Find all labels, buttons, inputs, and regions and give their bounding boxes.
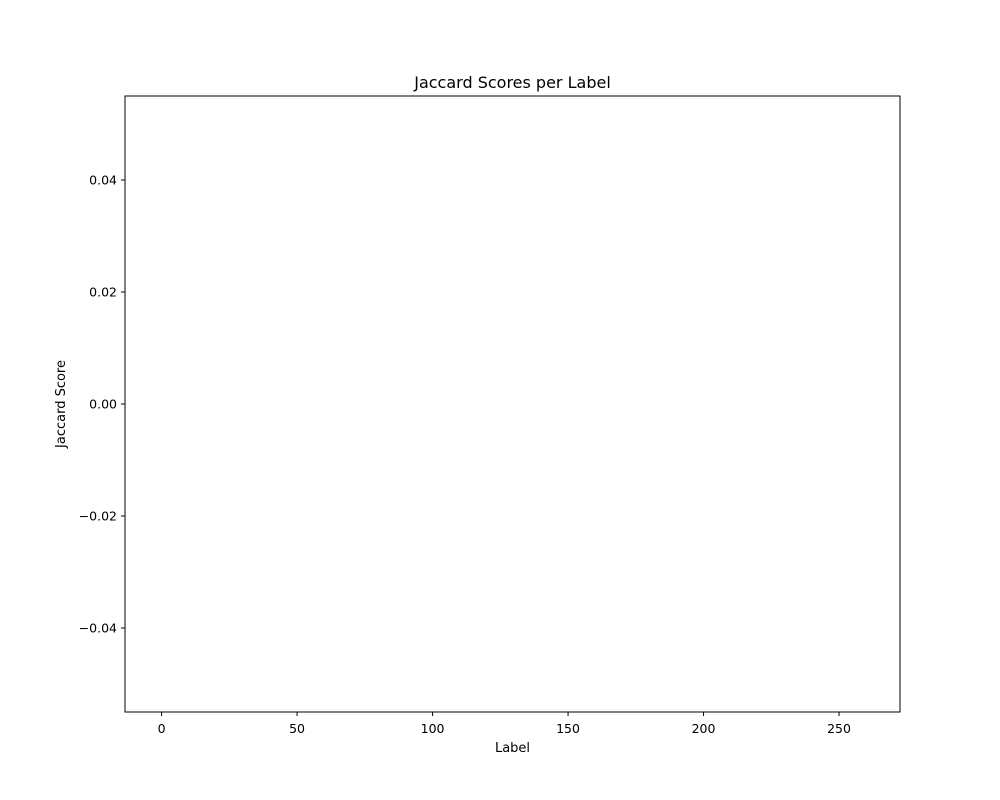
x-tick-label: 200 xyxy=(692,721,716,736)
y-axis-label: Jaccard Score xyxy=(54,360,69,449)
y-tick-label: 0.02 xyxy=(89,285,117,300)
x-tick-label: 50 xyxy=(289,721,305,736)
y-tick-label: −0.04 xyxy=(79,621,117,636)
y-tick-label: −0.02 xyxy=(79,509,117,524)
chart-title: Jaccard Scores per Label xyxy=(413,73,611,92)
x-tick-label: 150 xyxy=(556,721,580,736)
plot-area-frame xyxy=(124,95,901,713)
x-tick-label: 0 xyxy=(158,721,166,736)
y-tick-label: 0.00 xyxy=(89,397,117,412)
x-axis-label: Label xyxy=(495,741,530,756)
x-tick-label: 250 xyxy=(827,721,851,736)
y-ticks-group: −0.04 −0.02 0.00 0.02 0.04 xyxy=(79,173,125,636)
x-ticks-group: 0 50 100 150 200 250 xyxy=(158,712,851,736)
x-tick-label: 100 xyxy=(421,721,445,736)
y-tick-label: 0.04 xyxy=(89,173,117,188)
